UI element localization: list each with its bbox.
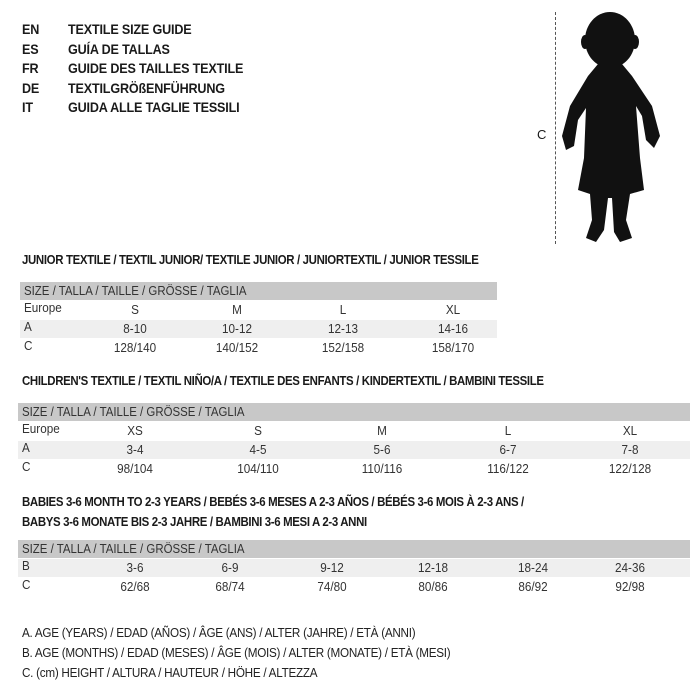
table-cell: 62/68: [120, 579, 150, 594]
height-label: C: [537, 127, 547, 142]
table-cell: 6-9: [221, 560, 239, 575]
row-label: Europe: [22, 421, 60, 436]
table-cell: 152/158: [321, 340, 365, 355]
junior-title: JUNIOR TEXTILE / TEXTIL JUNIOR/ TEXTILE …: [22, 252, 479, 267]
table-cell: 3-4: [126, 442, 144, 457]
size-header-row: SIZE / TALLA / TAILLE / GRÖSSE / TAGLIA: [18, 403, 690, 421]
table-cell: 122/128: [608, 461, 652, 476]
table-row: C 98/104 104/110 110/116 116/122 122/128: [18, 459, 690, 478]
table-cell: 116/122: [487, 461, 529, 476]
babies-title-line2: BABYS 3-6 MONATE BIS 2-3 JAHRE / BAMBINI…: [22, 514, 367, 529]
table-row: C 128/140 140/152 152/158 158/170: [20, 338, 497, 357]
row-label: B: [22, 558, 30, 573]
table-cell: XS: [127, 423, 143, 438]
size-header-label: SIZE / TALLA / TAILLE / GRÖSSE / TAGLIA: [22, 404, 245, 419]
table-row: C 62/68 68/74 74/80 80/86 86/92 92/98: [18, 577, 690, 596]
row-label: A: [24, 319, 32, 334]
table-cell: 6-7: [499, 442, 517, 457]
language-title: TEXTILE SIZE GUIDE: [68, 21, 192, 37]
table-cell: XL: [622, 423, 638, 438]
table-cell: S: [131, 302, 139, 317]
table-cell: S: [254, 423, 262, 438]
legend-height: C. (cm) HEIGHT / ALTURA / HAUTEUR / HÖHE…: [22, 665, 318, 680]
language-title: GUÍA DE TALLAS: [68, 40, 170, 57]
table-cell: 110/116: [361, 461, 403, 476]
table-cell: 12-13: [328, 321, 358, 336]
table-cell: 4-5: [249, 442, 267, 457]
legend-age-months: B. AGE (MONTHS) / EDAD (MESES) / ÂGE (MO…: [22, 645, 451, 660]
table-cell: 14-16: [438, 321, 468, 336]
table-cell: 158/170: [431, 340, 475, 355]
table-row: A 3-4 4-5 5-6 6-7 7-8: [18, 440, 690, 459]
row-label: C: [22, 459, 31, 474]
size-header-row: SIZE / TALLA / TAILLE / GRÖSSE / TAGLIA: [20, 282, 497, 300]
size-header-row: SIZE / TALLA / TAILLE / GRÖSSE / TAGLIA: [18, 540, 690, 558]
table-cell: L: [504, 423, 512, 438]
table-cell: 140/152: [215, 340, 259, 355]
table-row: Europe S M L XL: [20, 300, 497, 319]
table-cell: 5-6: [373, 442, 391, 457]
table-cell: 86/92: [518, 579, 548, 594]
row-label: C: [22, 577, 31, 592]
table-cell: XL: [445, 302, 461, 317]
language-code: EN: [22, 21, 40, 37]
baby-silhouette-icon: [562, 12, 660, 242]
table-cell: 3-6: [126, 560, 144, 575]
children-title: CHILDREN'S TEXTILE / TEXTIL NIÑO/A / TEX…: [22, 373, 544, 388]
table-cell: 10-12: [222, 321, 252, 336]
table-cell: M: [377, 423, 387, 438]
row-label: C: [24, 338, 33, 353]
language-code: FR: [22, 60, 39, 76]
size-header-label: SIZE / TALLA / TAILLE / GRÖSSE / TAGLIA: [24, 283, 247, 298]
row-label: A: [22, 440, 30, 455]
size-header-label: SIZE / TALLA / TAILLE / GRÖSSE / TAGLIA: [22, 541, 245, 556]
language-code: ES: [22, 40, 39, 57]
table-cell: 92/98: [615, 579, 645, 594]
table-row: B 3-6 6-9 9-12 12-18 18-24 24-36: [18, 558, 690, 577]
legend-age-years: A. AGE (YEARS) / EDAD (AÑOS) / ÂGE (ANS)…: [22, 625, 416, 640]
table-cell: 8-10: [123, 321, 147, 336]
language-title: GUIDA ALLE TAGLIE TESSILI: [68, 99, 240, 115]
table-cell: 24-36: [615, 560, 645, 575]
table-cell: M: [232, 302, 242, 317]
language-title: GUIDE DES TAILLES TEXTILE: [68, 60, 244, 76]
table-cell: 12-18: [418, 560, 448, 575]
table-row: Europe XS S M L XL: [18, 421, 690, 440]
babies-title-line1: BABIES 3-6 MONTH TO 2-3 YEARS / BEBÉS 3-…: [22, 494, 524, 509]
language-code: DE: [22, 79, 40, 96]
height-dashed-line: [555, 12, 556, 244]
language-code: IT: [22, 99, 33, 115]
table-cell: 68/74: [215, 579, 245, 594]
table-cell: 104/110: [237, 461, 279, 476]
table-cell: 7-8: [621, 442, 639, 457]
table-cell: L: [339, 302, 347, 317]
table-cell: 18-24: [518, 560, 548, 575]
table-cell: 128/140: [113, 340, 157, 355]
row-label: Europe: [24, 300, 62, 315]
table-cell: 9-12: [320, 560, 344, 575]
table-row: A 8-10 10-12 12-13 14-16: [20, 319, 497, 338]
table-cell: 80/86: [418, 579, 448, 594]
table-cell: 98/104: [117, 461, 153, 476]
language-title: TEXTILGRÖßENFÜHRUNG: [68, 79, 225, 96]
table-cell: 74/80: [317, 579, 347, 594]
